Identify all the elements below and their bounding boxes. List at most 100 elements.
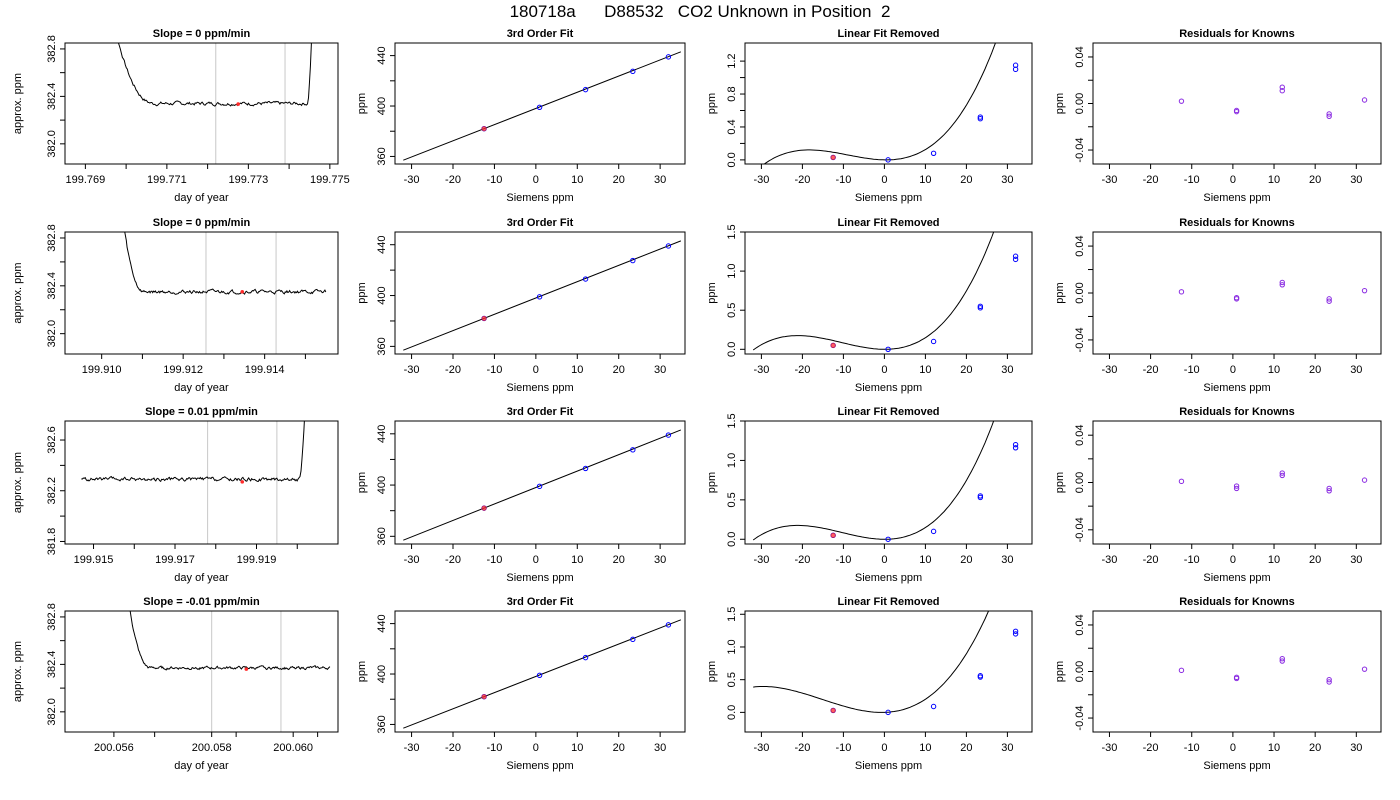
unknown-point bbox=[481, 315, 487, 322]
data-point bbox=[1012, 445, 1019, 451]
y-tick-label: 382.0 bbox=[46, 130, 58, 158]
x-tick-label: 10 bbox=[571, 174, 583, 186]
panel-r4-c2: 3rd Order Fit -30 -20 -10 0 10 20 30 360 400 440 Si… bbox=[356, 596, 686, 772]
panel-r4-c1: Slope = -0.01 ppm/min 200.056 200.058 200.0… bbox=[12, 596, 339, 772]
y-axis-label: ppm bbox=[706, 472, 718, 493]
y-tick-label: 382.4 bbox=[46, 651, 58, 679]
data-point bbox=[977, 116, 984, 122]
plot-frame bbox=[64, 610, 339, 733]
data-point bbox=[1326, 676, 1332, 683]
plot-frame bbox=[744, 420, 1033, 545]
x-tick-label: -30 bbox=[404, 742, 420, 754]
data-point bbox=[1279, 656, 1285, 662]
y-tick-label: 382.0 bbox=[46, 698, 58, 726]
x-tick-label: 10 bbox=[571, 554, 583, 566]
x-axis-label: day of year bbox=[174, 760, 229, 772]
y-tick-label: 1.0 bbox=[726, 453, 738, 468]
y-tick-label: 440 bbox=[376, 425, 388, 443]
y-tick-label: 0.0 bbox=[726, 152, 738, 167]
y-tick-label: 382.8 bbox=[46, 224, 58, 252]
panel-r3-c1: Slope = 0.01 ppm/min 199.915 199.917 199.91… bbox=[12, 406, 339, 584]
plot-content bbox=[763, 43, 1019, 164]
y-tick-label: 0.5 bbox=[726, 492, 738, 507]
panel-title: Linear Fit Removed bbox=[837, 28, 939, 40]
y-axis-label: ppm bbox=[706, 282, 718, 303]
data-point bbox=[1233, 296, 1240, 302]
x-tick-label: -30 bbox=[753, 364, 769, 376]
x-tick-label: 199.915 bbox=[74, 554, 114, 566]
x-tick-label: 0 bbox=[881, 174, 887, 186]
unknown-point bbox=[481, 694, 487, 700]
unknown-point bbox=[830, 342, 836, 348]
y-tick-label: 440 bbox=[376, 46, 388, 64]
x-axis-label: Siemens ppm bbox=[506, 382, 573, 394]
y-tick-label: 0.04 bbox=[1074, 614, 1086, 635]
data-point bbox=[1233, 108, 1240, 115]
x-tick-label: -10 bbox=[835, 364, 851, 376]
x-axis-label: Siemens ppm bbox=[855, 760, 922, 772]
y-tick-label: 0.0 bbox=[726, 705, 738, 720]
x-tick-label: 0 bbox=[533, 742, 539, 754]
plot-content bbox=[129, 611, 331, 671]
y-tick-label: 382.2 bbox=[46, 477, 58, 505]
plot-frame bbox=[744, 610, 1033, 733]
data-point bbox=[1178, 98, 1185, 104]
data-point bbox=[665, 243, 672, 249]
x-tick-label: -30 bbox=[753, 174, 769, 186]
fit-curve bbox=[753, 611, 990, 713]
y-tick-label: -0.04 bbox=[1074, 137, 1086, 162]
panel-r1-c1: Slope = 0 ppm/min 199.769 199.771 199.773 19… bbox=[12, 28, 350, 204]
x-tick-label: 200.056 bbox=[94, 742, 134, 754]
y-tick-label: 1.2 bbox=[726, 53, 738, 68]
x-tick-label: 20 bbox=[1309, 174, 1321, 186]
data-point bbox=[1012, 628, 1019, 634]
x-tick-label: 10 bbox=[919, 174, 931, 186]
y-tick-label: 0.0 bbox=[726, 342, 738, 357]
plot-frame bbox=[64, 420, 339, 545]
panel-title: 3rd Order Fit bbox=[507, 217, 574, 229]
panel-title: Slope = 0 ppm/min bbox=[153, 28, 251, 40]
y-axis-label: ppm bbox=[356, 472, 368, 493]
x-tick-label: 10 bbox=[919, 364, 931, 376]
data-point bbox=[930, 528, 937, 535]
plot-frame bbox=[1092, 42, 1382, 165]
plot-frame bbox=[1092, 231, 1382, 355]
concentration-trace bbox=[117, 43, 312, 107]
fit-line bbox=[403, 619, 682, 729]
x-tick-label: -30 bbox=[753, 742, 769, 754]
plot-content bbox=[403, 240, 682, 351]
data-point bbox=[1233, 485, 1240, 492]
y-tick-label: 360 bbox=[376, 527, 388, 545]
x-tick-label: 0 bbox=[1230, 742, 1236, 754]
y-tick-label: 0.4 bbox=[726, 119, 738, 134]
data-point bbox=[1326, 298, 1332, 304]
y-axis-label: ppm bbox=[356, 93, 368, 114]
data-point bbox=[1012, 631, 1019, 637]
x-tick-label: 0 bbox=[533, 174, 539, 186]
x-tick-label: 0 bbox=[881, 364, 887, 376]
y-tick-label: 0.04 bbox=[1074, 46, 1086, 67]
x-tick-label: 0 bbox=[881, 742, 887, 754]
y-tick-label: 382.6 bbox=[46, 426, 58, 454]
fit-curve bbox=[763, 43, 996, 164]
x-tick-label: 30 bbox=[1350, 174, 1362, 186]
y-tick-label: 400 bbox=[376, 97, 388, 115]
data-point bbox=[1361, 287, 1368, 294]
x-tick-label: 0 bbox=[533, 554, 539, 566]
panel-r3-c2: 3rd Order Fit -30 -20 -10 0 10 20 30 360 400 440 Si… bbox=[356, 406, 686, 584]
panel-r2-c3: Linear Fit Removed -30 -20 -10 0 10 20 30 0.0 0.5… bbox=[706, 217, 1033, 394]
x-tick-label: 199.919 bbox=[237, 554, 277, 566]
panel-r4-c3: Linear Fit Removed -30 -20 -10 0 10 20 30 0.0 0.5… bbox=[706, 596, 1033, 772]
x-tick-label: 20 bbox=[960, 174, 972, 186]
data-point bbox=[582, 276, 589, 282]
plot-content bbox=[752, 232, 1019, 353]
x-tick-label: 199.914 bbox=[245, 364, 285, 376]
data-point bbox=[1178, 667, 1185, 674]
x-tick-label: -20 bbox=[445, 174, 461, 186]
panel-title: Slope = 0 ppm/min bbox=[153, 217, 251, 229]
x-tick-label: 0 bbox=[1230, 554, 1236, 566]
x-tick-label: 20 bbox=[1309, 554, 1321, 566]
plot-frame bbox=[394, 610, 686, 733]
x-tick-label: 199.775 bbox=[310, 174, 350, 186]
x-axis-label: Siemens ppm bbox=[506, 192, 573, 204]
